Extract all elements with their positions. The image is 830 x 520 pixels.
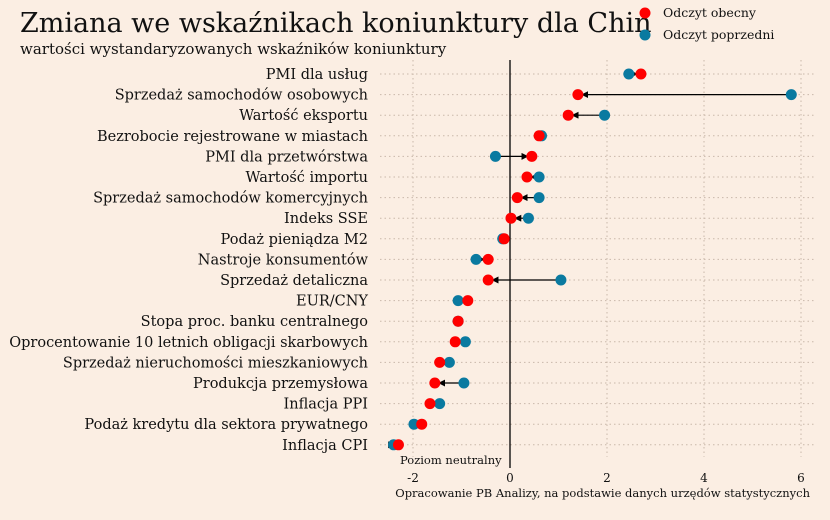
- current-value-point: [572, 89, 584, 101]
- previous-value-point: [470, 253, 482, 265]
- current-value-point: [533, 130, 545, 142]
- x-tick-label: 4: [700, 471, 708, 485]
- x-tick-label: 0: [506, 471, 514, 485]
- previous-value-point: [458, 377, 470, 389]
- current-value-point: [505, 212, 517, 224]
- category-label: Sprzedaż detaliczna: [220, 273, 368, 289]
- previous-value-point: [555, 274, 567, 286]
- x-tick-label: 6: [797, 471, 805, 485]
- current-value-point: [429, 377, 441, 389]
- category-label: Bezrobocie rejestrowane w miastach: [97, 129, 368, 145]
- current-value-point: [498, 233, 510, 245]
- category-label: Nastroje konsumentów: [198, 252, 369, 268]
- previous-value-point: [443, 356, 455, 368]
- previous-value-point: [785, 89, 797, 101]
- legend-label-current: Odczyt obecny: [663, 5, 757, 20]
- previous-value-point: [623, 68, 635, 80]
- category-label: Indeks SSE: [284, 211, 368, 227]
- legend-label-previous: Odczyt poprzedni: [663, 27, 774, 42]
- current-value-point: [511, 192, 523, 204]
- previous-value-point: [434, 398, 446, 410]
- legend-marker-previous: [639, 29, 651, 41]
- previous-value-point: [533, 171, 545, 183]
- category-label: PMI dla przetwórstwa: [205, 149, 368, 165]
- x-tick-label: -2: [407, 471, 419, 485]
- category-label: Podaż kredytu dla sektora prywatnego: [84, 417, 368, 433]
- current-value-point: [416, 418, 428, 430]
- previous-value-point: [533, 192, 545, 204]
- source-note: Opracowanie PB Analizy, na podstawie dan…: [395, 486, 810, 500]
- previous-value-point: [489, 150, 501, 162]
- category-label: PMI dla usług: [266, 67, 368, 83]
- category-label: Sprzedaż samochodów komercyjnych: [93, 191, 368, 207]
- current-value-point: [562, 109, 574, 121]
- current-value-point: [526, 150, 538, 162]
- current-value-point: [635, 68, 647, 80]
- previous-value-point: [599, 109, 611, 121]
- current-value-point: [462, 295, 474, 307]
- current-value-point: [482, 274, 494, 286]
- current-value-point: [392, 439, 404, 451]
- category-label: Produkcja przemysłowa: [193, 376, 368, 392]
- category-label: Inflacja PPI: [284, 397, 369, 413]
- previous-value-point: [452, 295, 464, 307]
- neutral-level-annotation: Poziom neutralny: [400, 453, 502, 467]
- category-label: Inflacja CPI: [282, 438, 368, 454]
- current-value-point: [424, 398, 436, 410]
- category-label: Stopa proc. banku centralnego: [141, 314, 368, 330]
- chart-subtitle: wartości wystandaryzowanych wskaźników k…: [20, 40, 447, 58]
- category-label: Podaż pieniądza M2: [221, 232, 368, 248]
- current-value-point: [482, 253, 494, 265]
- current-value-point: [452, 315, 464, 327]
- previous-value-point: [459, 336, 471, 348]
- category-label: Sprzedaż nieruchomości mieszkaniowych: [63, 355, 368, 371]
- category-label: Sprzedaż samochodów osobowych: [115, 88, 368, 104]
- x-tick-label: 2: [603, 471, 611, 485]
- chart-title: Zmiana we wskaźnikach koniunktury dla Ch…: [20, 8, 652, 39]
- category-label: Wartość importu: [246, 170, 368, 186]
- current-value-point: [434, 356, 446, 368]
- category-label: Oprocentowanie 10 letnich obligacji skar…: [9, 335, 368, 351]
- current-value-point: [521, 171, 533, 183]
- current-value-point: [449, 336, 461, 348]
- category-label: Wartość eksportu: [239, 108, 368, 124]
- previous-value-point: [522, 212, 534, 224]
- category-label: EUR/CNY: [296, 294, 368, 310]
- legend-marker-current: [639, 7, 651, 19]
- previous-value-point: [408, 418, 420, 430]
